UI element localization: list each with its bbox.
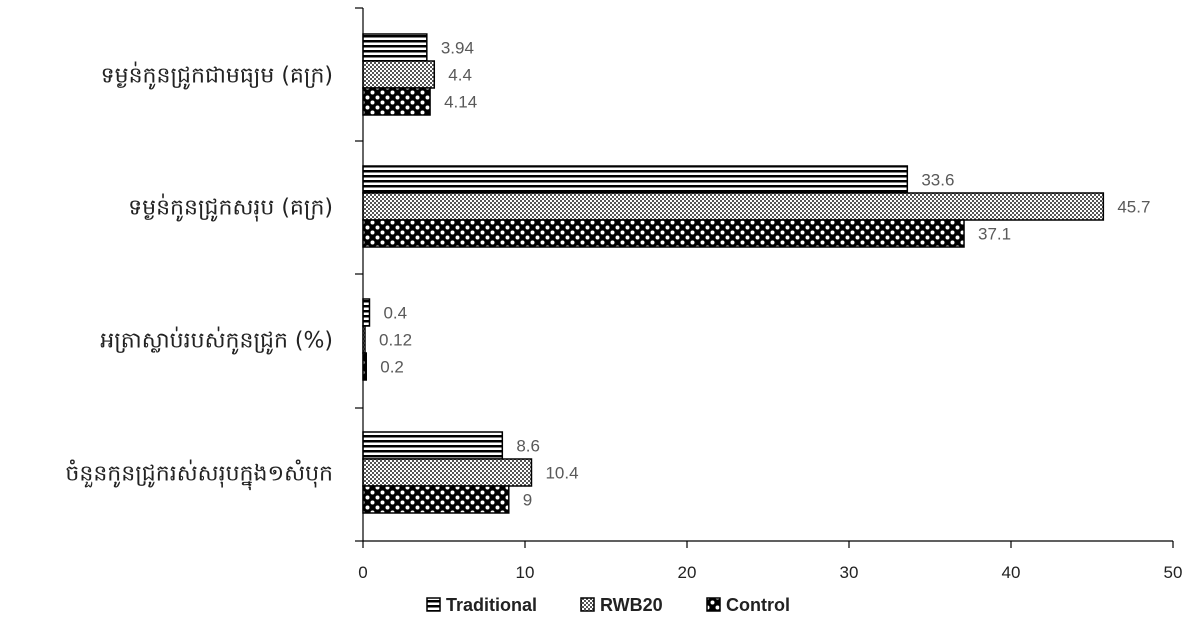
category-label-0: ទម្ងន់កូនជ្រូកជាមធ្យម (គក្រ) bbox=[101, 62, 333, 90]
bar-control-3 bbox=[362, 485, 510, 514]
data-label-rwb20-3: 10.4 bbox=[545, 464, 578, 483]
bar-control-0 bbox=[362, 87, 431, 116]
data-label-traditional-1: 33.6 bbox=[921, 171, 954, 190]
x-tick-label-1: 10 bbox=[516, 563, 535, 582]
category-label-1: ទម្ងន់កូនជ្រូកសរុប (គក្រ) bbox=[128, 194, 333, 222]
plot-area: 3.94 4.4 4.14 33.6 45.7 37.1 0.4 0.12 0.2 8.6 10.4… bbox=[65, 7, 1183, 582]
x-tick-label-2: 20 bbox=[678, 563, 697, 582]
legend-label-traditional: Traditional bbox=[446, 595, 537, 615]
legend-swatch-rwb20 bbox=[580, 597, 595, 612]
category-label-2: អត្រាស្លាប់របស់កូនជ្រូក (%) bbox=[100, 327, 333, 355]
data-label-rwb20-0: 4.4 bbox=[448, 66, 472, 85]
legend-label-rwb20: RWB20 bbox=[600, 595, 663, 615]
data-label-rwb20-2: 0.12 bbox=[379, 331, 412, 350]
bar-rwb20-3 bbox=[362, 458, 533, 487]
data-label-rwb20-1: 45.7 bbox=[1117, 198, 1150, 217]
data-label-control-2: 0.2 bbox=[380, 358, 404, 377]
bar-control-1 bbox=[362, 219, 965, 248]
bar-traditional-1 bbox=[362, 165, 909, 194]
data-label-traditional-2: 0.4 bbox=[383, 304, 407, 323]
x-tick-label-4: 40 bbox=[1002, 563, 1021, 582]
x-tick-label-0: 0 bbox=[358, 563, 367, 582]
data-label-control-0: 4.14 bbox=[444, 93, 477, 112]
legend-swatch-traditional bbox=[426, 597, 441, 612]
bar-rwb20-0 bbox=[362, 60, 436, 89]
category-label-3: ចំនួនកូនជ្រូករស់សរុបក្នុង១សំបុក bbox=[65, 460, 333, 491]
bar-rwb20-1 bbox=[362, 192, 1105, 221]
legend-swatch-control bbox=[706, 597, 721, 612]
legend: Traditional RWB20 Control bbox=[426, 595, 790, 615]
x-tick-label-3: 30 bbox=[840, 563, 859, 582]
data-label-control-1: 37.1 bbox=[978, 225, 1011, 244]
bar-traditional-0 bbox=[362, 33, 428, 62]
data-label-traditional-3: 8.6 bbox=[516, 437, 540, 456]
x-tick-label-5: 50 bbox=[1164, 563, 1183, 582]
bar-traditional-2 bbox=[362, 298, 371, 327]
legend-label-control: Control bbox=[726, 595, 790, 615]
bar-traditional-3 bbox=[362, 431, 504, 460]
data-label-control-3: 9 bbox=[523, 491, 532, 510]
data-label-traditional-0: 3.94 bbox=[441, 39, 474, 58]
